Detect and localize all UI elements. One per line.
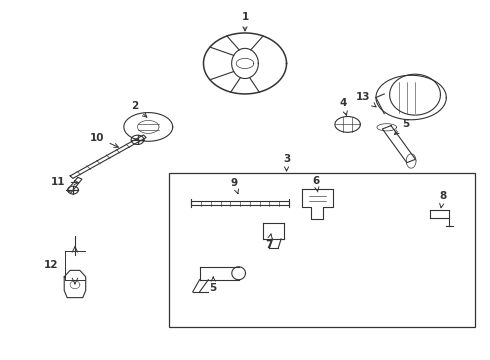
Text: 9: 9 bbox=[231, 178, 239, 194]
Text: 7: 7 bbox=[265, 234, 272, 250]
Text: 6: 6 bbox=[312, 176, 319, 192]
Text: 5: 5 bbox=[210, 277, 217, 293]
Text: 1: 1 bbox=[242, 12, 248, 31]
Text: 4: 4 bbox=[339, 98, 347, 115]
Text: 8: 8 bbox=[439, 191, 446, 208]
Text: 13: 13 bbox=[356, 92, 376, 107]
Text: 12: 12 bbox=[44, 260, 59, 270]
Text: 10: 10 bbox=[90, 133, 119, 147]
Text: 2: 2 bbox=[131, 102, 147, 117]
Text: 5: 5 bbox=[394, 120, 410, 134]
Text: 3: 3 bbox=[283, 154, 290, 171]
Text: 11: 11 bbox=[51, 177, 78, 187]
Bar bbox=[169, 173, 475, 327]
